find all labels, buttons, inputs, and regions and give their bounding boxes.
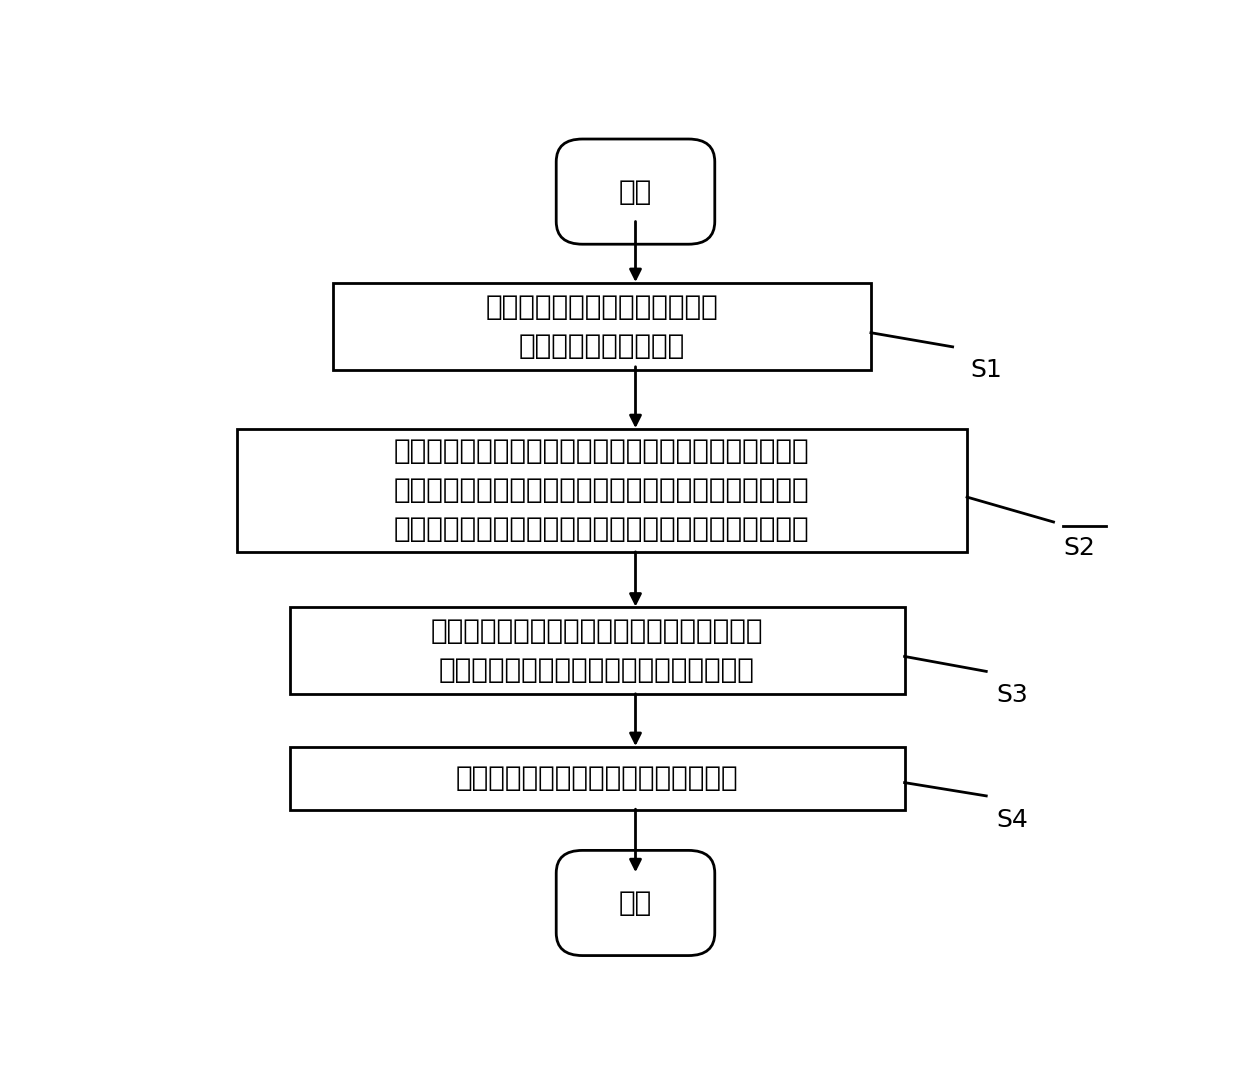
Bar <box>290 607 904 694</box>
Text: 对复杂电路系统建模，得到系统
的全局诊断键合图模型: 对复杂电路系统建模，得到系统 的全局诊断键合图模型 <box>486 293 718 360</box>
Text: S3: S3 <box>996 683 1028 707</box>
FancyBboxPatch shape <box>557 851 714 955</box>
Bar <box>290 747 904 810</box>
Text: S2: S2 <box>1063 536 1095 561</box>
Text: 根据分布式故障特征矩阵进行故障诊断: 根据分布式故障特征矩阵进行故障诊断 <box>456 764 738 792</box>
Bar <box>332 284 870 371</box>
Text: 以系统中的各个传感器为基本单元，以传感器的测量値为
系统的局部输出，从系统中提取出基于每个传感器的最小
子系统，分别得到各个最小子系统的局部诊断键合图模型: 以系统中的各个传感器为基本单元，以传感器的测量値为 系统的局部输出，从系统中提取… <box>394 438 810 543</box>
Text: 结束: 结束 <box>619 889 652 917</box>
FancyBboxPatch shape <box>557 139 714 245</box>
Text: S4: S4 <box>996 807 1028 831</box>
Text: 根据最小子系统的局部诊断键合图模型，得到
分布式解析冗余关系和分布式故障特征矩阵: 根据最小子系统的局部诊断键合图模型，得到 分布式解析冗余关系和分布式故障特征矩阵 <box>430 617 764 685</box>
Bar <box>237 429 967 552</box>
Text: S1: S1 <box>970 358 1002 382</box>
Text: 开始: 开始 <box>619 178 652 206</box>
